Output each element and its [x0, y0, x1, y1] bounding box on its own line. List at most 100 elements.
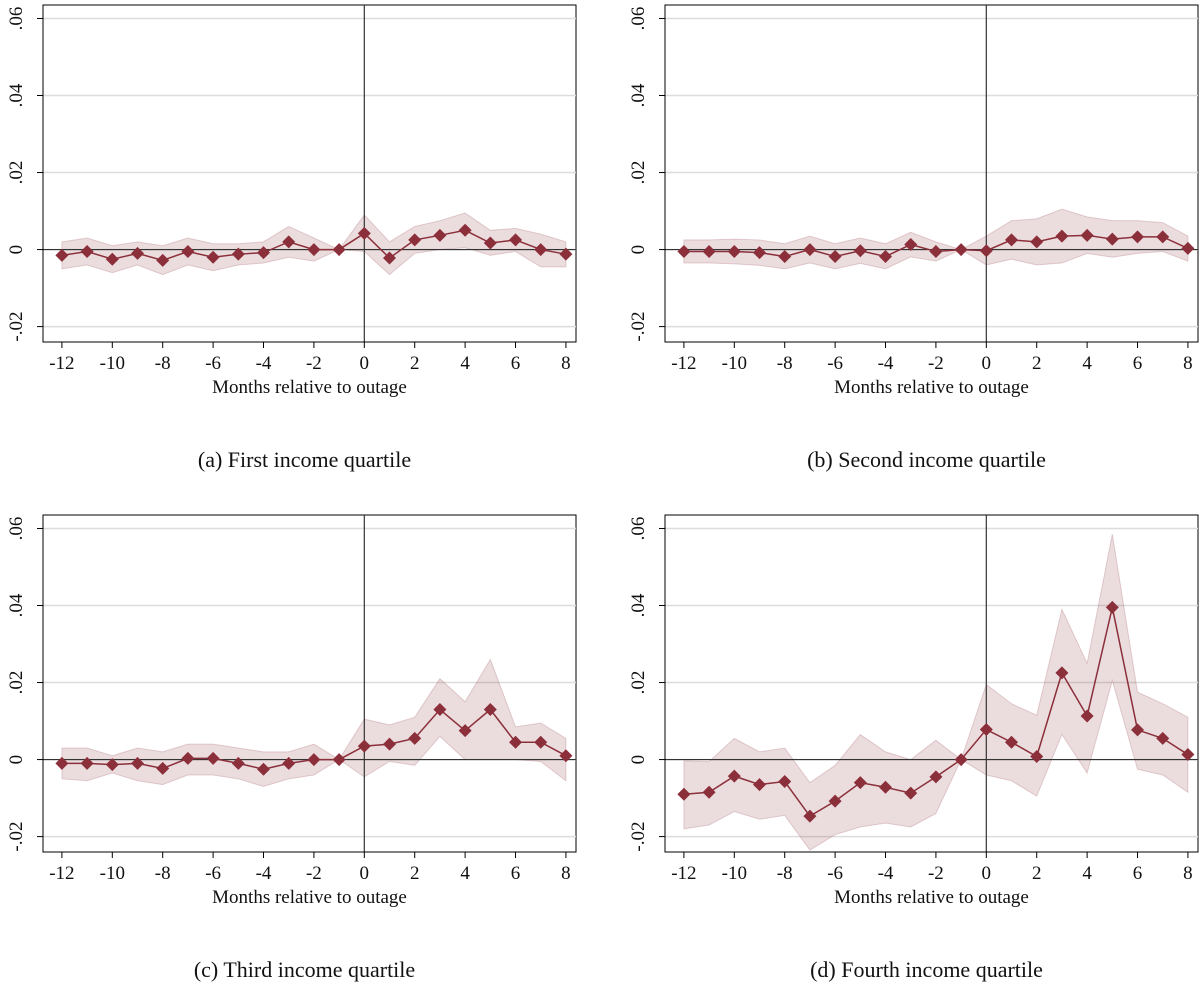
point-marker: [509, 735, 523, 749]
point-marker: [206, 751, 220, 765]
point-marker: [534, 735, 548, 749]
point-marker: [727, 244, 741, 258]
point-marker: [559, 749, 573, 763]
y-tick-label: 0: [628, 245, 649, 255]
y-tick-label: .04: [6, 593, 27, 617]
point-marker: [231, 247, 245, 261]
point-marker: [1181, 748, 1195, 762]
x-tick-label: 0: [982, 353, 992, 374]
y-tick-label: -.02: [6, 822, 27, 852]
plot-area: [42, 514, 577, 853]
point-marker: [206, 250, 220, 264]
point-marker: [702, 244, 716, 258]
point-marker: [483, 702, 497, 716]
x-tick-label: -8: [777, 863, 793, 884]
y-tick-label: -.02: [628, 822, 649, 852]
x-tick-label: 8: [561, 863, 571, 884]
x-tick-label: -8: [155, 353, 171, 374]
x-tick-label: 2: [1032, 353, 1042, 374]
x-axis-label: Months relative to outage: [834, 377, 1029, 398]
point-marker: [828, 249, 842, 263]
x-tick-label: 0: [360, 863, 370, 884]
y-tick-label: .02: [6, 671, 27, 695]
point-marker: [979, 244, 993, 258]
point-marker: [1030, 235, 1044, 249]
y-tick-label: .02: [628, 161, 649, 185]
point-marker: [332, 753, 346, 767]
point-marker: [231, 756, 245, 770]
x-tick-label: 4: [460, 863, 470, 884]
x-tick-label: 6: [511, 863, 521, 884]
point-marker: [879, 780, 893, 794]
point-marker: [1181, 241, 1195, 255]
x-tick-label: -4: [256, 353, 272, 374]
x-tick-label: -6: [205, 353, 221, 374]
point-marker: [257, 762, 271, 776]
x-tick-label: -4: [256, 863, 272, 884]
y-tick-label: .04: [628, 593, 649, 617]
panel-caption: (a) First income quartile: [198, 447, 411, 472]
point-marker: [853, 244, 867, 258]
point-marker: [1055, 666, 1069, 680]
x-tick-label: -8: [155, 863, 171, 884]
x-axis-label: Months relative to outage: [212, 887, 407, 908]
point-marker: [1030, 749, 1044, 763]
x-tick-label: -6: [827, 863, 843, 884]
point-marker: [1131, 230, 1145, 244]
point-marker: [1055, 229, 1069, 243]
panel-caption: (c) Third income quartile: [194, 957, 415, 982]
point-marker: [803, 809, 817, 823]
y-tick-label: 0: [6, 245, 27, 255]
point-marker: [904, 786, 918, 800]
point-marker: [307, 753, 321, 767]
x-axis-label: Months relative to outage: [212, 377, 407, 398]
x-tick-label: 6: [1133, 353, 1143, 374]
point-marker: [282, 235, 296, 249]
point-marker: [156, 253, 170, 267]
point-marker: [1005, 735, 1019, 749]
point-marker: [307, 243, 321, 257]
x-tick-label: 8: [561, 353, 571, 374]
x-tick-label: -12: [671, 863, 696, 884]
x-tick-label: -4: [878, 353, 894, 374]
x-tick-label: -12: [49, 353, 74, 374]
point-marker: [929, 770, 943, 784]
point-marker: [929, 244, 943, 258]
plot-area: [664, 514, 1199, 853]
point-marker: [131, 756, 145, 770]
x-tick-label: -10: [722, 353, 747, 374]
x-tick-label: 0: [360, 353, 370, 374]
point-marker: [408, 233, 422, 247]
x-tick-label: -12: [671, 353, 696, 374]
x-axis-label: Months relative to outage: [834, 887, 1029, 908]
x-tick-label: -4: [878, 863, 894, 884]
point-marker: [55, 248, 69, 262]
x-tick-label: -2: [928, 863, 944, 884]
x-tick-label: -8: [777, 353, 793, 374]
x-tick-label: -6: [827, 353, 843, 374]
point-marker: [257, 246, 271, 260]
point-marker: [677, 244, 691, 258]
point-marker: [677, 787, 691, 801]
point-marker: [803, 243, 817, 257]
point-marker: [904, 238, 918, 252]
plot-area: [42, 4, 577, 343]
point-marker: [357, 739, 371, 753]
point-marker: [954, 243, 968, 257]
y-tick-label: .04: [6, 83, 27, 107]
point-marker: [483, 236, 497, 250]
x-tick-label: 6: [511, 353, 521, 374]
x-tick-label: 8: [1183, 353, 1193, 374]
point-marker: [509, 233, 523, 247]
x-tick-label: -6: [205, 863, 221, 884]
y-tick-label: 0: [6, 755, 27, 765]
point-marker: [332, 243, 346, 257]
x-tick-label: 2: [410, 353, 420, 374]
point-marker: [408, 731, 422, 745]
x-tick-label: -10: [100, 863, 125, 884]
panel-caption: (b) Second income quartile: [807, 447, 1046, 472]
point-marker: [1080, 709, 1094, 723]
point-marker: [181, 751, 195, 765]
point-marker: [105, 252, 119, 266]
